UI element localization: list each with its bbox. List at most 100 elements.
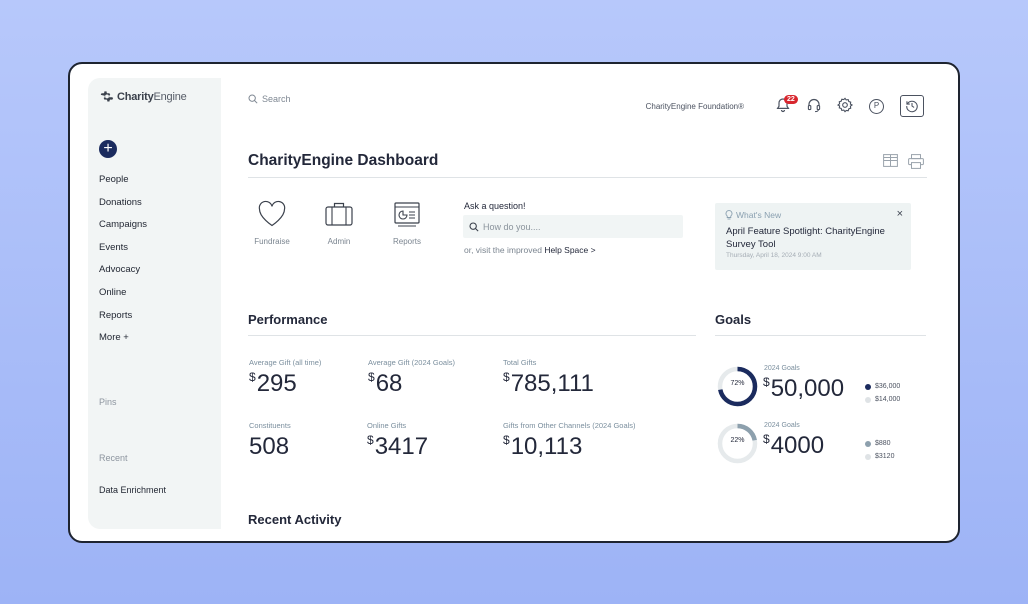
legend-dot	[865, 383, 871, 390]
sidebar-item-reports[interactable]: Reports	[99, 309, 133, 321]
header-toolbar: CharityEngine Foundation® 22 P	[646, 95, 924, 117]
recent-activity-title: Recent Activity	[248, 512, 342, 527]
quick-link-label: Reports	[392, 237, 421, 246]
help-prefix: or, visit the improved	[464, 245, 545, 255]
logo-text-bold: Charity	[117, 91, 154, 103]
goal-legend: $880 $3120	[865, 437, 894, 463]
performance-divider	[248, 335, 696, 336]
goal-value: $50,000	[763, 375, 845, 402]
profile-avatar[interactable]: P	[869, 98, 884, 114]
goal-label: 2024 Goals	[764, 365, 800, 372]
view-toggle	[883, 154, 924, 169]
sidebar-nav: People Donations Campaigns Events Advoca…	[99, 172, 147, 353]
grid-view-icon[interactable]	[883, 154, 898, 167]
goal-label: 2024 Goals	[764, 422, 800, 429]
ask-field[interactable]	[463, 215, 683, 238]
pins-label: Pins	[99, 397, 117, 407]
legend-item: $36,000	[865, 380, 900, 393]
metric-total-gifts: Total Gifts $785,111	[503, 358, 594, 398]
goals-divider	[715, 335, 926, 336]
sidebar-item-more[interactable]: More +	[99, 332, 129, 344]
metric-other-channels: Gifts from Other Channels (2024 Goals) $…	[503, 421, 636, 461]
quick-link-reports[interactable]: Reports	[377, 200, 437, 246]
metric-average-gift-all-time: Average Gift (all time) $295	[249, 358, 321, 398]
whats-new-heading: What's New	[725, 210, 781, 220]
history-button[interactable]	[900, 95, 924, 117]
history-icon	[906, 100, 918, 113]
metric-value: $295	[249, 370, 297, 397]
search-label: Search	[262, 94, 291, 104]
sidebar-item-donations[interactable]: Donations	[99, 196, 142, 208]
quick-link-admin[interactable]: Admin	[309, 200, 369, 246]
metric-value: 508	[249, 433, 290, 460]
whats-new-card[interactable]: What's New × April Feature Spotlight: Ch…	[715, 203, 911, 270]
add-button[interactable]: +	[99, 140, 117, 158]
page-title: CharityEngine Dashboard	[248, 152, 439, 169]
metric-constituents: Constituents 508	[249, 421, 291, 461]
goal-percent: 22%	[730, 437, 745, 444]
whats-new-date: Thursday, April 18, 2024 9:00 AM	[726, 252, 822, 259]
support-button[interactable]	[806, 97, 824, 115]
briefcase-icon	[325, 202, 353, 226]
goal-ring-progress	[717, 366, 758, 407]
print-icon[interactable]	[908, 154, 924, 169]
ask-label: Ask a question!	[464, 201, 526, 211]
search-icon	[469, 221, 479, 232]
metric-online-gifts: Online Gifts $3417	[367, 421, 428, 461]
metric-label: Average Gift (all time)	[249, 358, 322, 367]
help-space-link[interactable]: Help Space >	[544, 245, 596, 255]
metric-average-gift-2024: Average Gift (2024 Goals) $68	[368, 358, 455, 398]
goal-percent: 72%	[730, 380, 745, 387]
search-bar[interactable]: Search	[248, 94, 291, 104]
help-line: or, visit the improved Help Space >	[464, 245, 596, 255]
goals-title: Goals	[715, 312, 752, 327]
gear-logo-icon	[100, 91, 114, 102]
goal-legend: $36,000 $14,000	[865, 380, 900, 406]
legend-item: $14,000	[865, 393, 900, 406]
goal-ring	[717, 366, 758, 407]
notification-badge: 22	[784, 95, 798, 104]
heart-icon	[258, 200, 286, 227]
org-name[interactable]: CharityEngine Foundation®	[645, 101, 744, 111]
metric-label: Online Gifts	[367, 421, 407, 430]
metric-value: $3417	[367, 433, 429, 460]
ask-input[interactable]	[483, 221, 673, 232]
sidebar-item-online[interactable]: Online	[99, 286, 127, 298]
metric-value: $785,111	[503, 370, 594, 397]
logo[interactable]: CharityEngine	[100, 90, 187, 104]
metric-value: $10,113	[503, 433, 583, 460]
notifications-button[interactable]: 22	[775, 95, 798, 115]
whats-new-label: What's New	[736, 210, 782, 220]
quick-link-label: Admin	[327, 237, 351, 246]
metric-label: Constituents	[249, 421, 291, 430]
goal-ring-progress	[717, 423, 758, 464]
legend-item: $880	[865, 437, 894, 450]
settings-button[interactable]	[836, 97, 855, 115]
sidebar-item-campaigns[interactable]: Campaigns	[99, 219, 148, 231]
legend-dot	[865, 440, 871, 447]
metric-value: $68	[368, 370, 403, 397]
metric-label: Average Gift (2024 Goals)	[368, 358, 455, 367]
app-window: CharityEngine + People Donations Campaig…	[68, 62, 960, 543]
gear-icon	[836, 97, 854, 113]
recent-label: Recent	[99, 453, 128, 463]
legend-dot	[865, 396, 871, 403]
logo-text-light: Engine	[153, 91, 187, 103]
lightbulb-icon	[725, 210, 733, 220]
sidebar-item-people[interactable]: People	[99, 174, 129, 185]
recent-item-data-enrichment[interactable]: Data Enrichment	[99, 485, 167, 495]
close-icon[interactable]: ×	[896, 208, 903, 220]
quick-link-fundraise[interactable]: Fundraise	[242, 200, 302, 246]
headset-icon	[807, 98, 821, 113]
goal-ring	[717, 423, 758, 464]
title-divider	[248, 177, 927, 178]
whats-new-title[interactable]: April Feature Spotlight: CharityEngine S…	[726, 226, 885, 250]
report-icon	[394, 202, 420, 227]
quick-link-label: Fundraise	[254, 237, 290, 246]
metric-label: Total Gifts	[503, 358, 537, 367]
metric-label: Gifts from Other Channels (2024 Goals)	[503, 421, 636, 430]
sidebar-item-events[interactable]: Events	[99, 241, 129, 253]
search-icon	[248, 94, 258, 104]
sidebar: CharityEngine + People Donations Campaig…	[88, 78, 221, 529]
sidebar-item-advocacy[interactable]: Advocacy	[99, 264, 141, 276]
